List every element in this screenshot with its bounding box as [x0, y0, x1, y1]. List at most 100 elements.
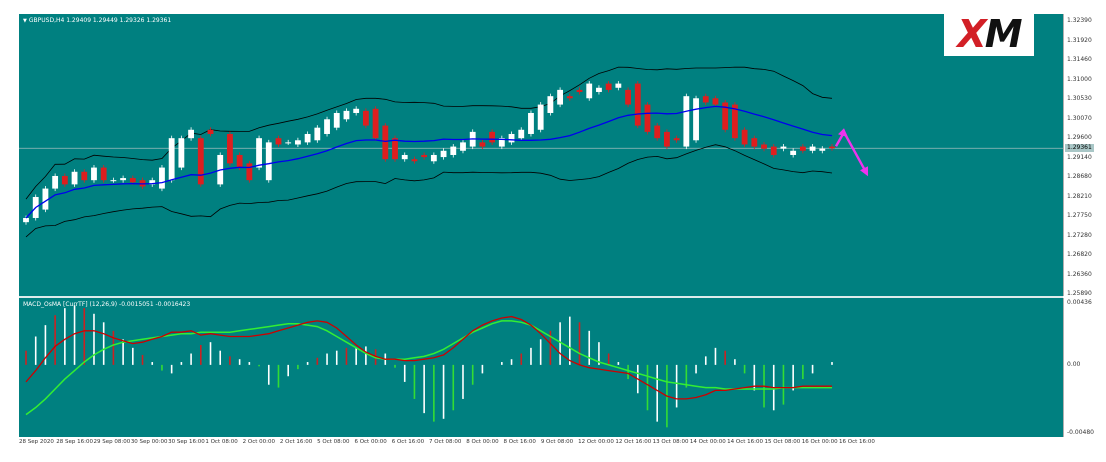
symbol-info: ▼ GBPUSD,H4 1.29409 1.29449 1.29326 1.293… [23, 17, 171, 24]
candle-body [159, 167, 165, 189]
candle-body [615, 83, 622, 88]
candle-body [275, 138, 282, 145]
candle-body [401, 154, 408, 160]
candle-body [314, 127, 321, 141]
price-axis[interactable]: 1.32390 1.31920 1.31460 1.31000 1.30530 1.300… [1063, 14, 1106, 297]
candle-body [829, 146, 835, 149]
candle-body [81, 171, 88, 181]
candle-body [450, 146, 457, 155]
price-series [19, 66, 1063, 238]
candle-body [566, 96, 573, 99]
dropdown-triangle-icon[interactable]: ▼ [23, 18, 27, 24]
price-tick-label: 1.27750 [1067, 212, 1092, 219]
candle-body [751, 138, 758, 147]
candle-body [644, 104, 651, 132]
signal-line [25, 320, 832, 416]
candle-body [256, 138, 262, 168]
moving-average-line [25, 105, 833, 219]
candle-body [586, 83, 593, 99]
time-tick-label: 9 Oct 08:00 [540, 439, 574, 445]
indicator-info: MACD_OsMA [CurrTF] (12,26,9) -0.0015051 … [23, 301, 190, 308]
candle-body [362, 110, 369, 126]
time-tick-label: 30 Sep 16:00 [168, 439, 205, 445]
candle-body [372, 108, 379, 139]
price-tick-label: 1.31000 [1067, 75, 1092, 83]
candle-body [809, 146, 816, 151]
candle-body [382, 125, 389, 160]
macd-axis[interactable]: 0.00436 0.00 -0.00480 [1063, 298, 1106, 437]
candle-body [120, 178, 127, 181]
candle-body [770, 146, 777, 155]
candle-body [508, 133, 515, 143]
arrow-head-down [860, 166, 868, 177]
time-tick-label: 28 Sep 2020 [19, 439, 54, 445]
candle-body [460, 142, 466, 151]
candle-body [23, 217, 29, 223]
candle-body [392, 138, 398, 160]
candle-body [790, 150, 797, 155]
candle-body [91, 167, 97, 181]
candle-body [625, 89, 631, 105]
candle-body [411, 159, 418, 162]
price-tick-label: 1.28680 [1067, 173, 1092, 180]
macd-tick-label: -0.00480 [1067, 429, 1094, 436]
candle-body [246, 163, 253, 181]
time-tick-label: 6 Oct 16:00 [391, 439, 425, 445]
candle-body [353, 108, 360, 113]
candle-body [557, 89, 564, 105]
panel-separator[interactable] [19, 296, 1063, 298]
arrow-head-up [838, 128, 848, 138]
candle-body [61, 175, 68, 185]
macd-series [25, 305, 833, 428]
candle-body [285, 142, 292, 144]
candle-body [712, 98, 719, 105]
candle-body [227, 133, 233, 164]
time-tick-label: 8 Oct 16:00 [503, 439, 536, 445]
candle-body [799, 146, 806, 151]
price-tick-label: 1.30070 [1067, 114, 1092, 122]
candle-body [207, 129, 214, 134]
price-tick-label: 1.31460 [1067, 56, 1092, 63]
candle-body [71, 171, 78, 185]
lower-band-line [25, 144, 833, 238]
price-chart-panel[interactable]: ▼ GBPUSD,H4 1.29409 1.29449 1.29326 1.293… [19, 14, 1063, 296]
candle-body [673, 138, 680, 141]
upper-band-line [25, 66, 833, 200]
price-tick-label: 1.31920 [1067, 36, 1092, 44]
candle-body [702, 96, 709, 103]
time-axis[interactable]: 28 Sep 2020 28 Sep 16:00 29 Sep 08:00 30 Se… [19, 437, 1063, 449]
candle-body [722, 102, 729, 130]
price-tick-label: 1.28210 [1067, 192, 1092, 200]
price-tick-label: 1.25890 [1067, 290, 1092, 297]
candle-body [42, 188, 49, 210]
time-tick-label: 2 Oct 00:00 [242, 439, 275, 445]
candle-body [547, 96, 554, 113]
time-tick-label: 8 Oct 00:00 [466, 439, 499, 445]
time-tick-label: 29 Sep 08:00 [93, 439, 131, 445]
candle-body [100, 167, 107, 181]
candle-body [576, 89, 583, 92]
candle-body [664, 131, 670, 147]
candle-body [324, 119, 330, 134]
candle-body [537, 104, 544, 130]
time-tick-label: 16 Oct 16:00 [839, 439, 875, 445]
candle-body [819, 148, 826, 151]
candle-body [518, 129, 525, 139]
time-tick-label: 5 Oct 08:00 [317, 439, 350, 445]
candle-body [440, 150, 447, 158]
macd-panel[interactable]: MACD_OsMA [CurrTF] (12,26,9) -0.0015051 … [19, 298, 1063, 437]
xm-logo: XM [944, 12, 1034, 56]
candle-body [110, 180, 117, 182]
time-tick-label: 6 Oct 00:00 [354, 439, 387, 445]
time-tick-label: 14 Oct 00:00 [689, 439, 726, 445]
macd-tick-label: 0.00 [1067, 360, 1081, 368]
candle-body [780, 146, 787, 149]
candle-body [731, 104, 738, 139]
time-tick-label: 28 Sep 16:00 [56, 439, 93, 445]
candle-body [634, 83, 641, 126]
symbol-label: GBPUSD,H4 1.29409 1.29449 1.29326 1.2936… [28, 17, 172, 24]
time-tick-label: 2 Oct 16:00 [279, 439, 313, 445]
candle-body [129, 178, 136, 183]
